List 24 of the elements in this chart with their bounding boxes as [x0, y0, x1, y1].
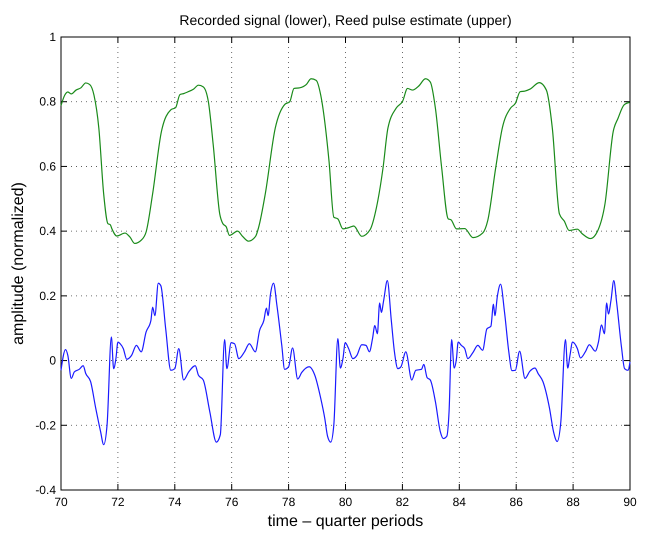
- y-tick-label: 0.2: [39, 288, 56, 303]
- x-tick-label: 86: [510, 495, 524, 509]
- y-tick-label: 0.6: [39, 159, 56, 174]
- x-tick-label: 84: [452, 495, 466, 509]
- line-series: [60, 78, 630, 244]
- y-tick-label: -0.4: [35, 483, 56, 497]
- x-tick-label: 78: [282, 495, 296, 509]
- x-tick-label: 82: [396, 495, 410, 509]
- x-tick-label: 80: [338, 495, 352, 509]
- y-tick-label: 1: [49, 30, 56, 44]
- y-tick-label: 0.8: [39, 94, 56, 109]
- x-axis-title: time – quarter periods: [268, 513, 424, 530]
- x-tick-label: 70: [54, 495, 68, 509]
- y-axis-title: amplitude (normalized): [10, 182, 27, 345]
- y-tick-label: 0: [49, 354, 56, 368]
- chart-title: Recorded signal (lower), Reed pulse estimate (upper): [179, 12, 512, 28]
- y-tick-label: 0.4: [39, 224, 56, 238]
- x-tick-label: 74: [168, 495, 182, 509]
- x-tick-label: 76: [225, 495, 239, 509]
- x-tick-label: 90: [623, 495, 637, 509]
- x-tick-label: 88: [566, 495, 580, 509]
- line-series: [60, 280, 631, 446]
- x-tick-label: 72: [111, 495, 125, 509]
- y-tick-label: -0.2: [35, 418, 56, 432]
